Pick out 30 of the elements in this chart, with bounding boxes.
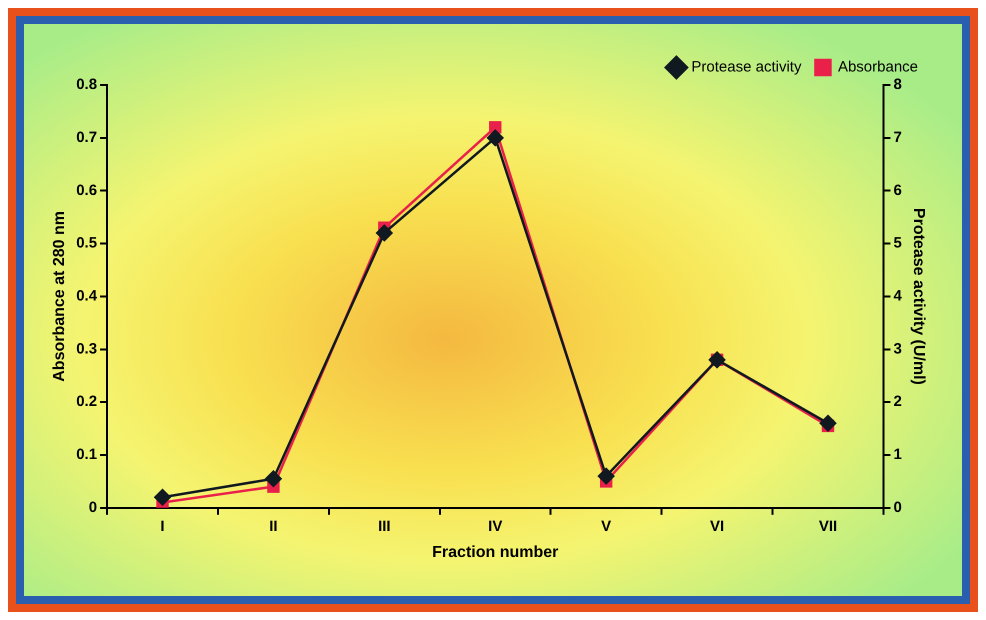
x-tick-label: I (160, 518, 165, 535)
y-tick-label: 0.1 (76, 446, 98, 464)
y2-tick-label: 8 (893, 76, 902, 94)
y-tick-label: 0.5 (76, 234, 98, 252)
y2-axis-title: Protease activity (U/ml) (910, 208, 927, 385)
y2-tick-label: 0 (893, 498, 902, 516)
x-tick-label: VII (818, 518, 838, 535)
legend-label: Absorbance (838, 58, 918, 76)
x-axis-title: Fraction number (432, 544, 558, 561)
y-axis-title: Absorbance at 280 nm (51, 211, 68, 382)
y2-tick-label: 5 (893, 234, 902, 252)
y-tick-label: 0.3 (76, 340, 98, 358)
x-tick-label: VI (710, 518, 724, 535)
y2-tick-label: 3 (893, 340, 902, 358)
y2-tick-label: 6 (893, 182, 902, 199)
x-tick-label: III (378, 518, 391, 535)
y-tick-label: 0.7 (76, 128, 98, 146)
legend-label: Protease activity (691, 58, 802, 76)
y2-tick-label: 1 (893, 446, 902, 464)
x-tick-label: II (269, 518, 278, 535)
y-tick-label: 0.4 (76, 288, 98, 305)
y2-tick-label: 7 (893, 128, 902, 146)
y2-tick-label: 2 (893, 393, 902, 410)
y-tick-label: 0.2 (76, 393, 98, 410)
y-tick-label: 0.6 (76, 182, 98, 199)
x-tick-label: V (601, 518, 612, 535)
x-tick-label: IV (488, 518, 502, 535)
y2-tick-label: 4 (893, 288, 902, 305)
y-tick-label: 0 (88, 498, 98, 516)
y-tick-label: 0.8 (76, 76, 98, 94)
